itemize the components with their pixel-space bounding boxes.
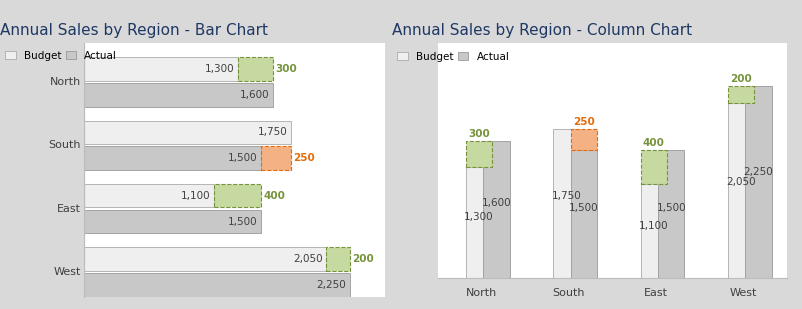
Text: 300: 300 [274,64,297,74]
Bar [727,86,753,103]
Bar [570,150,596,278]
Text: West: West [53,267,81,277]
Text: 250: 250 [293,153,314,163]
Text: 2,050: 2,050 [725,177,755,187]
Legend: Budget, Actual: Budget, Actual [397,52,508,62]
Bar [214,184,261,207]
Text: 1,300: 1,300 [464,212,493,222]
Bar [84,273,350,297]
Text: 2,250: 2,250 [743,167,772,177]
Bar [640,150,666,184]
Text: East: East [57,204,81,214]
Text: 1,500: 1,500 [228,217,257,226]
Bar [727,103,753,278]
Bar [570,129,596,150]
Text: 1,500: 1,500 [655,203,685,213]
Bar [640,184,666,278]
Text: 1,600: 1,600 [481,198,511,208]
Bar [84,184,214,207]
Bar [744,86,771,278]
Text: South: South [48,140,81,150]
Bar [483,142,509,278]
Bar [658,150,683,278]
Text: 1,500: 1,500 [569,203,598,213]
Text: 2,250: 2,250 [316,280,346,290]
Bar [84,210,261,233]
Text: 1,500: 1,500 [228,153,257,163]
Text: 250: 250 [573,116,594,126]
Text: 1,750: 1,750 [257,127,287,138]
Text: Annual Sales by Region - Bar Chart: Annual Sales by Region - Bar Chart [0,23,268,38]
Bar [261,146,290,170]
Text: 2,050: 2,050 [293,254,322,264]
Bar [84,121,290,144]
Text: 1,100: 1,100 [638,222,668,231]
Text: 1,600: 1,600 [240,90,269,100]
Bar [465,167,492,278]
Bar [84,57,237,81]
Bar [326,248,350,271]
Text: North: North [50,77,81,87]
Bar [237,57,273,81]
Bar [84,248,326,271]
Text: 400: 400 [263,191,285,201]
Text: 400: 400 [642,138,664,148]
Bar [84,146,261,170]
Text: 1,100: 1,100 [180,191,210,201]
Text: 1,300: 1,300 [205,64,234,74]
Legend: Budget, Actual: Budget, Actual [5,51,117,61]
Text: Annual Sales by Region - Column Chart: Annual Sales by Region - Column Chart [391,23,691,38]
Text: 200: 200 [351,254,373,264]
Text: 1,750: 1,750 [551,191,581,201]
Bar [553,129,579,278]
Text: 300: 300 [468,129,489,139]
Bar [465,142,492,167]
Bar [84,83,273,107]
Text: 200: 200 [729,74,751,84]
